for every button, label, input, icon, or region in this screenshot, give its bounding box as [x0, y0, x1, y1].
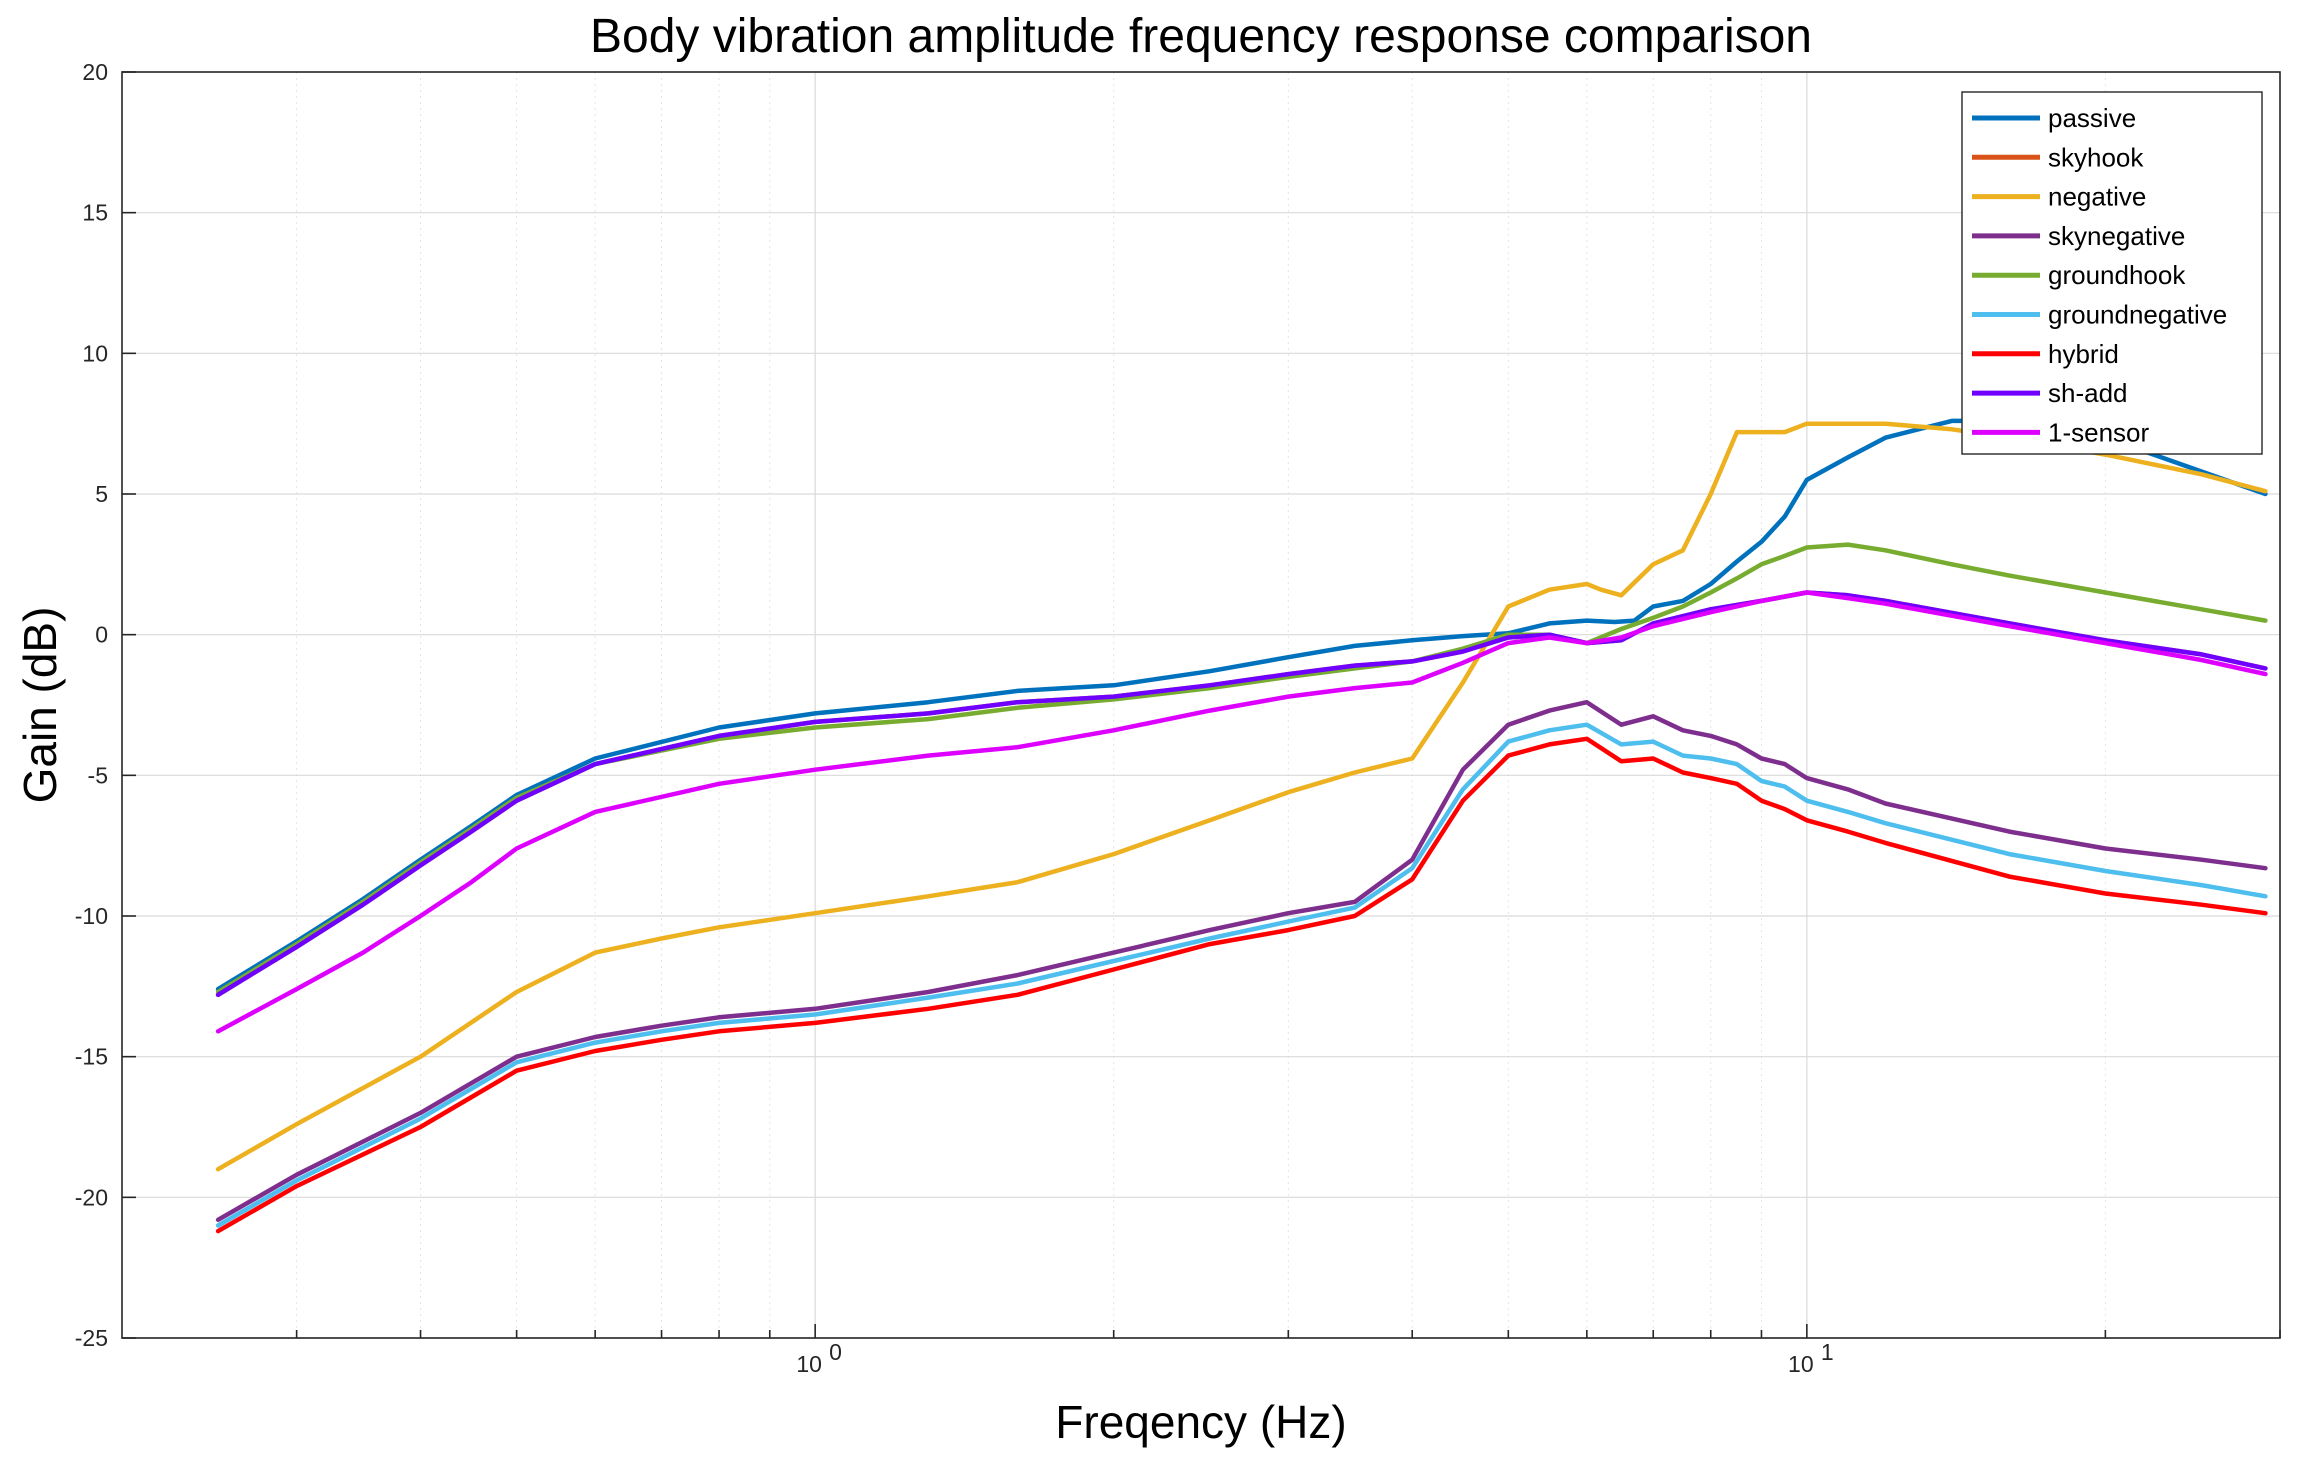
y-tick-label: 15 [82, 200, 108, 226]
y-tick-label: -25 [75, 1325, 108, 1351]
y-tick-label: 0 [95, 622, 108, 648]
legend-label-skyhook: skyhook [2048, 142, 2144, 172]
legend-label-groundhook: groundhook [2048, 260, 2186, 290]
series-lines [215, 418, 2268, 1234]
y-tick-label: -10 [75, 903, 108, 929]
x-tick-label: 10 [1788, 1351, 1814, 1377]
legend-label-hybrid: hybrid [2048, 339, 2119, 369]
y-tick-label: -20 [75, 1184, 108, 1210]
series-line-negative [215, 421, 2268, 1172]
legend-label-1-sensor: 1-sensor [2048, 417, 2149, 447]
y-tick-label: 20 [82, 59, 108, 85]
x-tick-label: 10 [796, 1351, 822, 1377]
legend: passive skyhook negative skynegative groundh… [1961, 91, 2263, 455]
legend-label-skynegative: skynegative [2048, 221, 2185, 251]
legend-label-passive: passive [2048, 103, 2136, 133]
y-tick-label: 10 [82, 340, 108, 366]
x-tick-exponent: 1 [1821, 1339, 1834, 1365]
chart-title: Body vibration amplitude frequency respo… [590, 10, 1812, 63]
axis-ticks: 20 15 10 5 0 -5 -10 -15 -20 -25 10 0 10 1 [75, 59, 2281, 1377]
y-axis-label: Gain (dB) [14, 607, 66, 804]
legend-label-sh-add: sh-add [2048, 378, 2128, 408]
x-tick-exponent: 0 [829, 1339, 842, 1365]
series-line-hybrid [215, 736, 2268, 1234]
y-tick-label: -15 [75, 1044, 108, 1070]
y-tick-label: -5 [88, 762, 108, 788]
legend-label-groundnegative: groundnegative [2048, 300, 2227, 330]
plot-frame [121, 71, 2281, 1339]
series-line-1-sensor [215, 590, 2268, 1034]
x-axis-label: Freqency (Hz) [1055, 1396, 1346, 1448]
legend-label-negative: negative [2048, 182, 2146, 212]
y-tick-label: 5 [95, 481, 108, 507]
series-line-sh-add [215, 590, 2268, 998]
series-line-skynegative [215, 699, 2268, 1223]
series-line-groundnegative [215, 722, 2268, 1228]
series-line-passive [215, 418, 2268, 992]
